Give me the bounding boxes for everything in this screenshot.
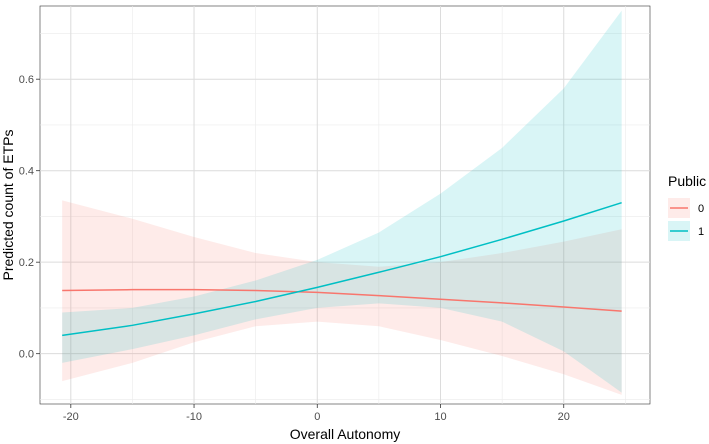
y-axis: 0.0 0.2 0.4 0.6 [19, 74, 40, 361]
x-tick-label: 20 [558, 411, 570, 423]
legend-label-1: 1 [698, 226, 704, 238]
series-lines [62, 201, 622, 337]
legend-label-0: 0 [698, 203, 704, 215]
x-tick-label: -20 [63, 411, 79, 423]
legend-title: Public [668, 173, 706, 189]
x-axis: -20 -10 0 10 20 [63, 404, 570, 423]
confidence-ribbons [62, 10, 622, 395]
legend-items: 01 [668, 198, 704, 241]
y-axis-title: Predicted count of ETPs [0, 130, 16, 281]
legend: Public 01 [668, 173, 706, 241]
x-tick-label: 10 [434, 411, 446, 423]
grid-minor [40, 6, 650, 404]
y-tick-label: 0.0 [19, 349, 34, 361]
line-series-0 [62, 288, 622, 312]
y-tick-label: 0.6 [19, 74, 34, 86]
line-series-1 [62, 201, 622, 337]
panel-background [39, 5, 651, 405]
x-tick-label: 0 [314, 411, 320, 423]
x-tick-label: -10 [186, 411, 202, 423]
grid-major [40, 6, 650, 404]
confidence-band-series-0 [62, 200, 622, 395]
confidence-band-series-1 [62, 10, 622, 393]
y-tick-label: 0.4 [19, 166, 34, 178]
y-tick-label: 0.2 [19, 257, 34, 269]
x-axis-title: Overall Autonomy [290, 426, 401, 442]
